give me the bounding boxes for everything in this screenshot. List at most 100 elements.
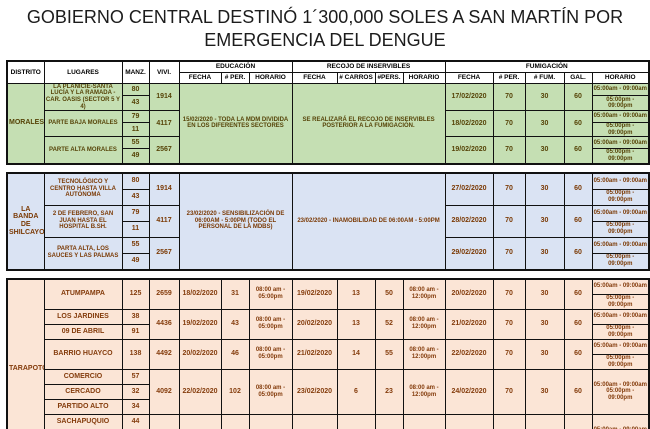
cell-rec-carros: 14 xyxy=(336,338,376,370)
cell-fum-gal: 60 xyxy=(563,308,593,340)
cell-distrito: LA BANDA DE SHILCAYO xyxy=(6,172,45,271)
cell-fum-fum: 30 xyxy=(524,172,565,206)
cell-manz: 125 xyxy=(121,278,150,310)
cell-fum-horario-am: 05:00am - 09:00am xyxy=(591,278,650,295)
table-tarapoto: TARAPOTO ATUMPAMPA 125 2659 18/02/2020 3… xyxy=(6,277,650,429)
cell-manz: 11 xyxy=(121,220,150,238)
cell-fum-fecha: 22/02/2020 xyxy=(444,338,494,370)
cell-fum-per: 70 xyxy=(492,204,526,238)
cell-rec-fecha: 20/02/2020 xyxy=(291,308,338,340)
cell-fum-horario-am: 05:00am - 09:00am xyxy=(593,381,647,388)
cell-fum-fum: 30 xyxy=(524,308,565,340)
cell-lugar: SACHAPUQUIO xyxy=(43,413,123,429)
cell-fum-horario-pm: 05:00pm - 09:00pm xyxy=(591,188,650,206)
cell-rec-pers: 52 xyxy=(374,308,404,340)
cell-manz: 138 xyxy=(121,338,150,370)
cell-fum-gal: 60 xyxy=(563,82,593,112)
cell-manz: 79 xyxy=(121,110,150,124)
cell-educacion: 23/02/2020 - SENSIBILIZACIÓN DE 06:00AM … xyxy=(178,172,293,271)
cell-manz: 11 xyxy=(121,122,150,138)
cell-rec-pers: 50 xyxy=(374,278,404,310)
cell-fum-fum: 30 xyxy=(524,236,565,271)
cell-distrito: MORALES xyxy=(6,82,45,165)
cell-fum-horario-pm: 05:00pm - 09:00pm xyxy=(591,353,650,370)
cell-fum-fum: 30 xyxy=(524,82,565,112)
cell-fum-fecha: 24/02/2020 xyxy=(444,368,494,415)
cell-fum-fecha: 17/02/2020 xyxy=(444,82,494,112)
cell-vivi: 1914 xyxy=(148,172,180,206)
cell-lugar: PARTIDO ALTO xyxy=(43,398,123,415)
cell-rec-pers: 55 xyxy=(374,338,404,370)
cell-edu-horario: 08:00 am - 05:00pm xyxy=(248,278,293,310)
cell-fum-per: 70 xyxy=(492,338,526,370)
cell-fum-gal: 60 xyxy=(563,172,593,206)
col-header-edu-horario: HORARIO xyxy=(248,71,293,84)
cell-fum-gal: 60 xyxy=(563,204,593,238)
cell-fum-fecha: 21/02/2020 xyxy=(444,308,494,340)
cell-lugar: CERCADO xyxy=(43,383,123,400)
cell-manz: 32 xyxy=(121,383,150,400)
cell-fum-horario-am: 05:00am - 09:00am xyxy=(591,110,650,124)
cell-fum-horario-pm: 05:00pm - 09:00pm xyxy=(591,293,650,310)
group-header-recojo: RECOJO DE INSERVIBLES xyxy=(291,60,446,73)
cell-manz: 43 xyxy=(121,95,150,112)
cell-edu-horario: 08:00 am - 05:00pm xyxy=(248,368,293,415)
cell-fum-horario-am: 05:00am - 09:00am xyxy=(591,236,650,254)
cell-manz: 80 xyxy=(121,172,150,190)
cell-fum-per: 70 xyxy=(492,413,526,429)
page-title: GOBIERNO CENTRAL DESTINÓ 1´300,000 SOLES… xyxy=(5,0,645,53)
group-header-fumigacion: FUMIGACIÓN xyxy=(444,60,650,73)
cell-fum-gal: 60 xyxy=(563,110,593,138)
cell-rec-horario: 08:00 am - 12:00pm xyxy=(402,338,446,370)
cell-edu-fecha: 22/02/2020 xyxy=(178,368,222,415)
cell-rec-horario: 08:00 am - 12:00pm xyxy=(402,413,446,429)
cell-lugar: 09 DE ABRIL xyxy=(43,323,123,340)
cell-fum-fum: 30 xyxy=(524,413,565,429)
cell-fum-fum: 30 xyxy=(524,338,565,370)
cell-fum-horario-am: 05:00am - 09:00am xyxy=(591,82,650,97)
cell-fum-fum: 30 xyxy=(524,278,565,310)
cell-vivi: 4492 xyxy=(148,338,180,370)
cell-fum-per: 70 xyxy=(492,82,526,112)
cell-vivi: 2659 xyxy=(148,278,180,310)
cell-lugar: PARTE ALTA MORALES xyxy=(43,136,123,165)
cell-manz: 79 xyxy=(121,204,150,222)
cell-lugar: 2 DE FEBRERO, SAN JUAN HASTA EL HOSPITAL… xyxy=(43,204,123,238)
cell-fum-gal: 60 xyxy=(563,368,593,415)
cell-manz: 44 xyxy=(121,413,150,429)
cell-vivi: 2567 xyxy=(148,236,180,271)
cell-fum-horario-am: 05:00am - 09:00am xyxy=(591,204,650,222)
cell-fum-fum: 30 xyxy=(524,136,565,165)
cell-fum-per: 70 xyxy=(492,368,526,415)
cell-fum-horario: 05:00am - 09:00am 05:00pm - 09:00pm xyxy=(591,413,650,429)
cell-fum-per: 70 xyxy=(492,308,526,340)
cell-fum-horario-am: 05:00am - 09:00am xyxy=(591,308,650,325)
cell-recojo: 23/02/2020 - INAMOBILIDAD DE 06:00AM - 5… xyxy=(291,172,446,271)
cell-manz: 49 xyxy=(121,148,150,165)
cell-fum-fecha: 20/02/2020 xyxy=(444,278,494,310)
group-header-educacion: EDUCACIÓN xyxy=(178,60,293,73)
cell-vivi: 4492 xyxy=(148,413,180,429)
cell-manz: 55 xyxy=(121,136,150,150)
col-header-rec-fecha: FECHA xyxy=(291,71,338,84)
cell-rec-fecha: 23/02/2020 xyxy=(291,368,338,415)
col-header-fum-gal: GAL. xyxy=(563,71,593,84)
cell-vivi: 4092 xyxy=(148,368,180,415)
cell-rec-horario: 08:00 am - 12:00pm xyxy=(402,368,446,415)
cell-rec-carros: 13 xyxy=(336,308,376,340)
cell-fum-gal: 60 xyxy=(563,338,593,370)
cell-fum-fecha: 25/02/2020 xyxy=(444,413,494,429)
cell-vivi: 2567 xyxy=(148,136,180,165)
cell-lugar: LOS JARDINES xyxy=(43,308,123,325)
col-header-fum-per: # PER. xyxy=(492,71,526,84)
cell-rec-fecha: 24/02/2020 xyxy=(291,413,338,429)
cell-rec-pers: 23 xyxy=(374,368,404,415)
cell-manz: 55 xyxy=(121,236,150,254)
cell-edu-horario: 08:00 am - 05:00pm xyxy=(248,308,293,340)
cell-fum-horario-pm: 05:00pm - 09:00pm xyxy=(606,388,635,401)
cell-fum-per: 70 xyxy=(492,278,526,310)
cell-lugar: LA PLANICIE-SANTA LUCÍA Y LA RAMADA - CA… xyxy=(43,82,123,112)
cell-rec-pers: 18 xyxy=(374,413,404,429)
cell-fum-horario-am: 05:00am - 09:00am xyxy=(591,338,650,355)
